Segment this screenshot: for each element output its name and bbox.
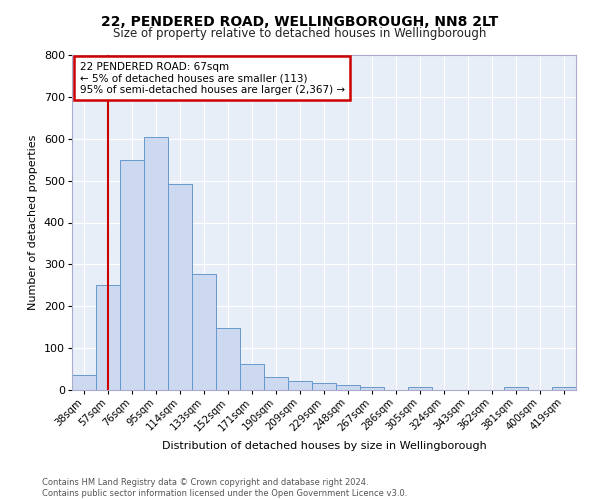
- Text: 22 PENDERED ROAD: 67sqm
← 5% of detached houses are smaller (113)
95% of semi-de: 22 PENDERED ROAD: 67sqm ← 5% of detached…: [80, 62, 344, 95]
- Bar: [120, 160, 144, 390]
- Bar: [264, 376, 288, 390]
- Bar: [360, 386, 384, 390]
- Bar: [240, 364, 264, 390]
- Bar: [72, 376, 96, 390]
- Text: Size of property relative to detached houses in Wellingborough: Size of property relative to detached ho…: [113, 28, 487, 40]
- Bar: [504, 386, 528, 390]
- Bar: [552, 386, 576, 390]
- Bar: [288, 381, 312, 390]
- Bar: [144, 136, 168, 390]
- Bar: [336, 384, 360, 390]
- Text: 22, PENDERED ROAD, WELLINGBOROUGH, NN8 2LT: 22, PENDERED ROAD, WELLINGBOROUGH, NN8 2…: [101, 15, 499, 29]
- Bar: [192, 274, 216, 390]
- Y-axis label: Number of detached properties: Number of detached properties: [28, 135, 38, 310]
- X-axis label: Distribution of detached houses by size in Wellingborough: Distribution of detached houses by size …: [161, 441, 487, 451]
- Bar: [96, 286, 120, 390]
- Bar: [312, 383, 336, 390]
- Bar: [408, 387, 432, 390]
- Bar: [216, 328, 240, 390]
- Bar: [168, 184, 192, 390]
- Text: Contains HM Land Registry data © Crown copyright and database right 2024.
Contai: Contains HM Land Registry data © Crown c…: [42, 478, 407, 498]
